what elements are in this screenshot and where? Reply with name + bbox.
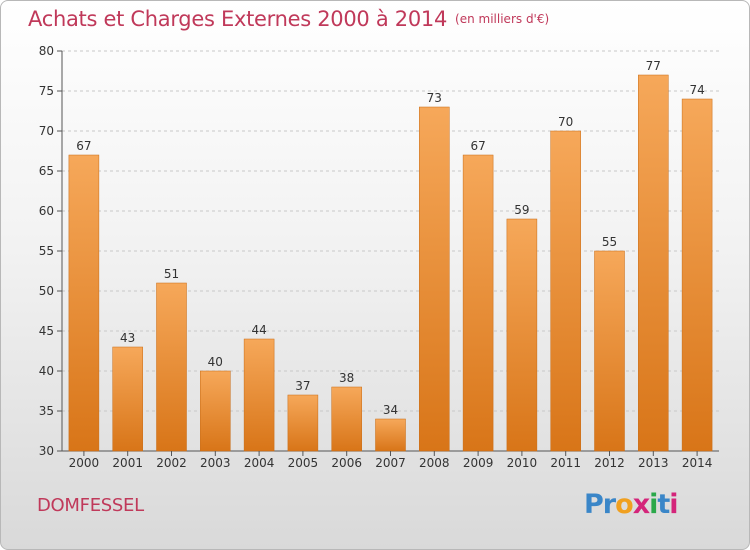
bar-2011 (550, 130, 581, 452)
bar-value-label: 70 (558, 115, 573, 129)
commune-name: DOMFESSEL (37, 495, 144, 516)
y-tick-label: 70 (39, 124, 54, 138)
x-tick-label: 2013 (638, 456, 669, 470)
bar-2001 (112, 346, 143, 452)
x-tick-label: 2006 (331, 456, 362, 470)
x-tick-label: 2011 (550, 456, 581, 470)
y-tick-label: 55 (39, 244, 54, 258)
y-tick-label: 80 (39, 44, 54, 58)
bar-value-label: 38 (339, 371, 354, 385)
x-tick-label: 2000 (69, 456, 100, 470)
logo-letter: P (584, 489, 604, 520)
x-tick-label: 2008 (419, 456, 450, 470)
x-tick-label: 2007 (375, 456, 406, 470)
chart-title: Achats et Charges Externes 2000 à 2014 (e… (28, 7, 549, 31)
bar-value-label: 74 (689, 83, 704, 97)
y-tick-label: 35 (39, 404, 54, 418)
bar-value-label: 44 (251, 323, 266, 337)
chart-unit: (en milliers d'€) (455, 12, 550, 26)
bar-value-label: 67 (470, 139, 485, 153)
x-tick-label: 2004 (244, 456, 275, 470)
bar-value-label: 51 (164, 267, 179, 281)
x-tick-label: 2009 (463, 456, 494, 470)
bar-2006 (331, 386, 362, 452)
bar-2004 (243, 338, 275, 452)
bar-2012 (594, 250, 625, 452)
logo-letter: i (649, 489, 658, 520)
logo-letter: o (615, 489, 634, 520)
y-tick-label: 65 (39, 164, 54, 178)
bar-2002 (156, 282, 187, 452)
y-tick-label: 45 (39, 324, 54, 338)
x-tick-label: 2005 (288, 456, 319, 470)
bar-value-label: 73 (427, 91, 442, 105)
y-tick-label: 60 (39, 204, 54, 218)
bar-value-label: 59 (514, 203, 529, 217)
bar-value-label: 67 (76, 139, 91, 153)
x-tick-label: 2010 (507, 456, 538, 470)
logo-letter: x (632, 489, 650, 520)
bar-2010 (506, 218, 538, 452)
x-tick-label: 2012 (594, 456, 625, 470)
bar-2013 (638, 74, 669, 452)
y-tick-label: 50 (39, 284, 54, 298)
bar-2014 (681, 98, 713, 452)
logo-letter: r (602, 489, 616, 520)
x-tick-label: 2001 (112, 456, 143, 470)
bar-value-label: 55 (602, 235, 617, 249)
chart-title-text: Achats et Charges Externes 2000 à 2014 (28, 7, 448, 31)
logo-letter: i (669, 489, 678, 520)
y-tick-label: 30 (39, 444, 54, 458)
y-tick-label: 75 (39, 84, 54, 98)
bar-2003 (200, 370, 231, 452)
x-tick-label: 2014 (682, 456, 713, 470)
bar-2005 (287, 394, 319, 452)
bar-value-label: 40 (208, 355, 223, 369)
x-tick-label: 2003 (200, 456, 231, 470)
bar-value-label: 43 (120, 331, 135, 345)
bar-value-label: 77 (646, 59, 661, 73)
bar-2000 (68, 154, 100, 452)
bar-2007 (375, 418, 406, 452)
bar-2009 (462, 154, 494, 452)
x-tick-label: 2002 (156, 456, 187, 470)
logo-letter: t (657, 489, 670, 520)
bar-value-label: 37 (295, 379, 310, 393)
bar-value-label: 34 (383, 403, 398, 417)
proxiti-logo: Proxiti (584, 489, 679, 520)
bar-2008 (419, 106, 450, 452)
y-tick-label: 40 (39, 364, 54, 378)
